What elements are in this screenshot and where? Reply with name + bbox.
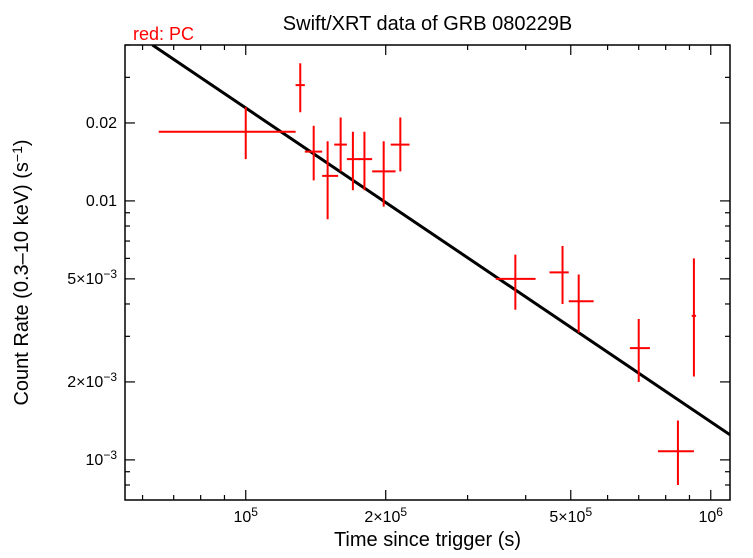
y-axis-label: Count Rate (0.3–10 keV) (s−1)	[9, 139, 33, 405]
legend-text: red: PC	[133, 24, 194, 44]
chart-title: Swift/XRT data of GRB 080229B	[283, 13, 572, 35]
y-tick-label: 0.01	[86, 193, 117, 210]
x-axis-label: Time since trigger (s)	[334, 529, 521, 551]
chart-svg: 1052×1055×10510610−32×10−35×10−30.010.02…	[0, 0, 753, 558]
y-tick-label: 0.02	[86, 115, 117, 132]
chart-container: 1052×1055×10510610−32×10−35×10−30.010.02…	[0, 0, 753, 558]
